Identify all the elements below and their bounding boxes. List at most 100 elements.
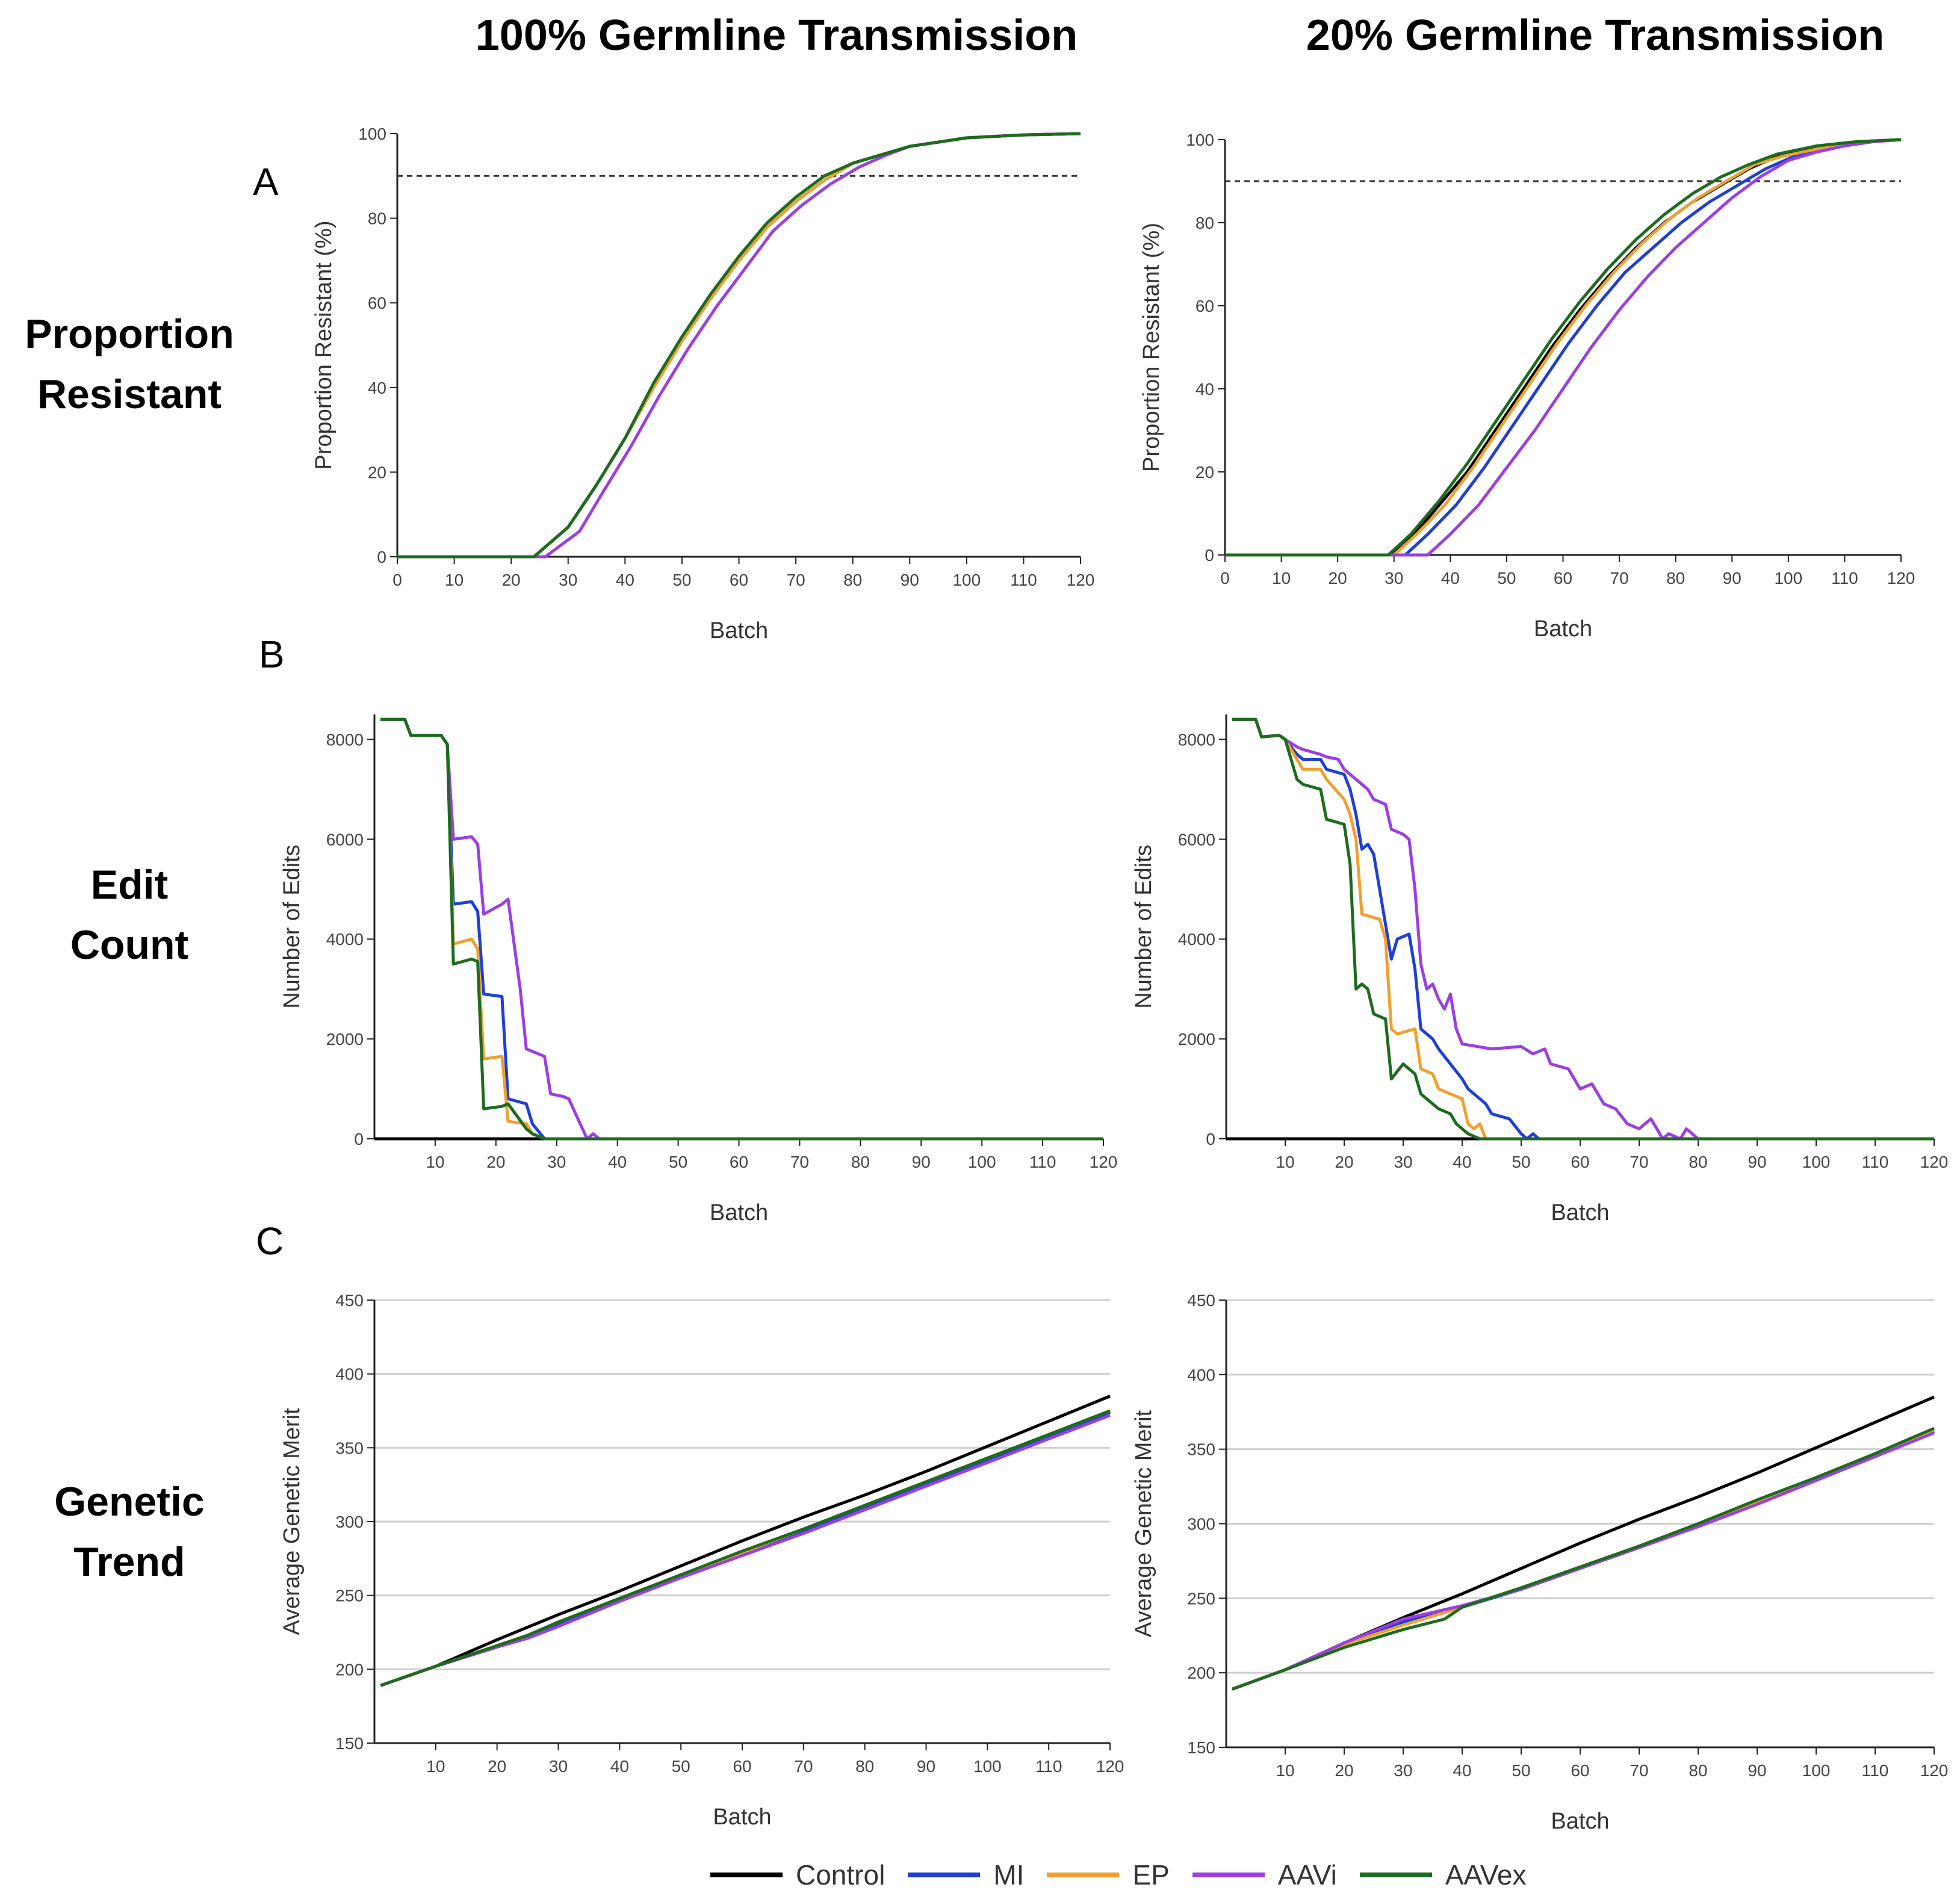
series-line-mi bbox=[1232, 717, 1934, 1141]
x-tick-label: 120 bbox=[1090, 1153, 1118, 1171]
x-tick-label: 90 bbox=[1723, 569, 1741, 587]
x-tick-label: 100 bbox=[968, 1153, 996, 1171]
legend-item-mi: MI bbox=[908, 1859, 1024, 1891]
x-tick-label: 20 bbox=[502, 571, 521, 589]
y-axis-label: Proportion Resistant (%) bbox=[1139, 223, 1164, 472]
x-tick-label: 100 bbox=[1802, 1153, 1831, 1171]
x-tick-label: 110 bbox=[1035, 1757, 1062, 1776]
series-line-aavi bbox=[380, 717, 1103, 1141]
x-tick-label: 10 bbox=[445, 571, 464, 589]
y-tick-label: 2000 bbox=[1178, 1030, 1215, 1049]
x-tick-label: 80 bbox=[1666, 569, 1685, 587]
row-title-line1: Genetic bbox=[54, 1479, 205, 1525]
y-tick-label: 80 bbox=[1196, 214, 1214, 232]
x-tick-label: 70 bbox=[1610, 569, 1629, 587]
panel-letter-a: A bbox=[253, 160, 279, 203]
legend-label: MI bbox=[993, 1859, 1025, 1891]
series-line-mi bbox=[1225, 138, 1902, 557]
legend-swatch-aavex bbox=[1359, 1873, 1432, 1877]
series-line-aavi bbox=[1225, 138, 1902, 557]
legend-label: Control bbox=[796, 1859, 885, 1891]
y-tick-label: 80 bbox=[368, 209, 386, 228]
series-line-aavi bbox=[397, 132, 1081, 559]
x-tick-label: 120 bbox=[1920, 1153, 1949, 1171]
y-axis-label: Average Genetic Merit bbox=[279, 1408, 305, 1635]
x-tick-label: 20 bbox=[1329, 569, 1347, 587]
legend-label: AAVex bbox=[1445, 1859, 1527, 1891]
x-tick-label: 10 bbox=[426, 1153, 444, 1171]
row-title-line1: Edit bbox=[90, 862, 169, 908]
legend-label: EP bbox=[1132, 1859, 1170, 1891]
y-tick-label: 300 bbox=[1187, 1515, 1215, 1534]
y-tick-label: 8000 bbox=[326, 730, 364, 749]
row-title-genetic-trend: Genetic Trend bbox=[0, 1472, 259, 1592]
series-line-aavi bbox=[380, 1414, 1111, 1687]
legend-item-control: Control bbox=[710, 1859, 885, 1891]
y-tick-label: 0 bbox=[354, 1130, 364, 1148]
series-line-aavex bbox=[1225, 138, 1902, 557]
y-tick-label: 40 bbox=[1196, 380, 1214, 398]
x-axis-label: Batch bbox=[1551, 1200, 1609, 1225]
x-tick-label: 80 bbox=[843, 571, 862, 589]
x-tick-label: 110 bbox=[1831, 569, 1858, 587]
x-tick-label: 10 bbox=[1276, 1761, 1294, 1780]
x-tick-label: 10 bbox=[1276, 1153, 1294, 1171]
column-title-20: 20% Germline Transmission bbox=[1306, 11, 1885, 60]
series-line-aavex bbox=[1232, 717, 1934, 1141]
y-tick-label: 400 bbox=[335, 1365, 364, 1384]
series-line-ep bbox=[1225, 138, 1902, 557]
y-axis-label: Average Genetic Merit bbox=[1131, 1410, 1156, 1637]
x-tick-label: 70 bbox=[794, 1757, 813, 1776]
series-line-aavi bbox=[1232, 717, 1934, 1141]
x-tick-label: 20 bbox=[488, 1757, 506, 1776]
x-tick-label: 110 bbox=[1862, 1761, 1889, 1780]
row-title-proportion-resistant: Proportion Resistant bbox=[0, 304, 259, 424]
x-tick-label: 120 bbox=[1887, 569, 1915, 587]
x-axis-label: Batch bbox=[1534, 616, 1592, 642]
x-tick-label: 40 bbox=[608, 1153, 627, 1171]
y-tick-label: 400 bbox=[1187, 1366, 1215, 1384]
series-line-aavex bbox=[1231, 1426, 1935, 1691]
column-title-100: 100% Germline Transmission bbox=[475, 11, 1078, 60]
x-tick-label: 30 bbox=[1394, 1153, 1412, 1171]
series-line-ep bbox=[380, 717, 1103, 1141]
legend-swatch-ep bbox=[1047, 1873, 1120, 1877]
series-line-aavex bbox=[380, 1409, 1111, 1687]
x-tick-label: 110 bbox=[1010, 571, 1037, 589]
x-tick-label: 20 bbox=[1335, 1761, 1353, 1780]
legend-swatch-aavi bbox=[1192, 1873, 1265, 1877]
x-tick-label: 110 bbox=[1862, 1153, 1889, 1171]
y-tick-label: 8000 bbox=[1178, 730, 1215, 749]
series-line-mi bbox=[380, 717, 1103, 1141]
x-tick-label: 60 bbox=[730, 1153, 748, 1171]
series-line-control bbox=[1225, 138, 1902, 557]
series-line-aavex bbox=[397, 132, 1081, 559]
x-tick-label: 90 bbox=[912, 1153, 931, 1171]
y-tick-label: 350 bbox=[335, 1439, 364, 1457]
y-tick-label: 20 bbox=[368, 463, 386, 482]
x-tick-label: 40 bbox=[616, 571, 634, 589]
x-axis-label: Batch bbox=[710, 618, 768, 643]
x-tick-label: 40 bbox=[1441, 569, 1460, 587]
x-tick-label: 10 bbox=[426, 1757, 445, 1776]
y-tick-label: 0 bbox=[1205, 546, 1214, 565]
y-tick-label: 450 bbox=[335, 1291, 364, 1310]
y-tick-label: 200 bbox=[1187, 1664, 1215, 1682]
y-tick-label: 100 bbox=[358, 125, 386, 143]
series-line-aavex bbox=[380, 717, 1103, 1141]
series-line-control bbox=[380, 1395, 1111, 1687]
y-tick-label: 40 bbox=[368, 379, 386, 397]
y-axis-label: Number of Edits bbox=[1131, 844, 1156, 1008]
x-tick-label: 90 bbox=[1748, 1761, 1766, 1780]
y-tick-label: 0 bbox=[1206, 1130, 1215, 1148]
x-tick-label: 60 bbox=[1571, 1153, 1589, 1171]
x-tick-label: 30 bbox=[549, 1757, 568, 1776]
panel-letter-b: B bbox=[259, 633, 285, 676]
y-tick-label: 150 bbox=[1187, 1738, 1215, 1757]
x-tick-label: 100 bbox=[952, 571, 981, 589]
y-tick-label: 250 bbox=[335, 1587, 364, 1605]
x-tick-label: 100 bbox=[1802, 1761, 1831, 1780]
x-tick-label: 40 bbox=[1453, 1761, 1471, 1780]
x-tick-label: 80 bbox=[855, 1757, 874, 1776]
